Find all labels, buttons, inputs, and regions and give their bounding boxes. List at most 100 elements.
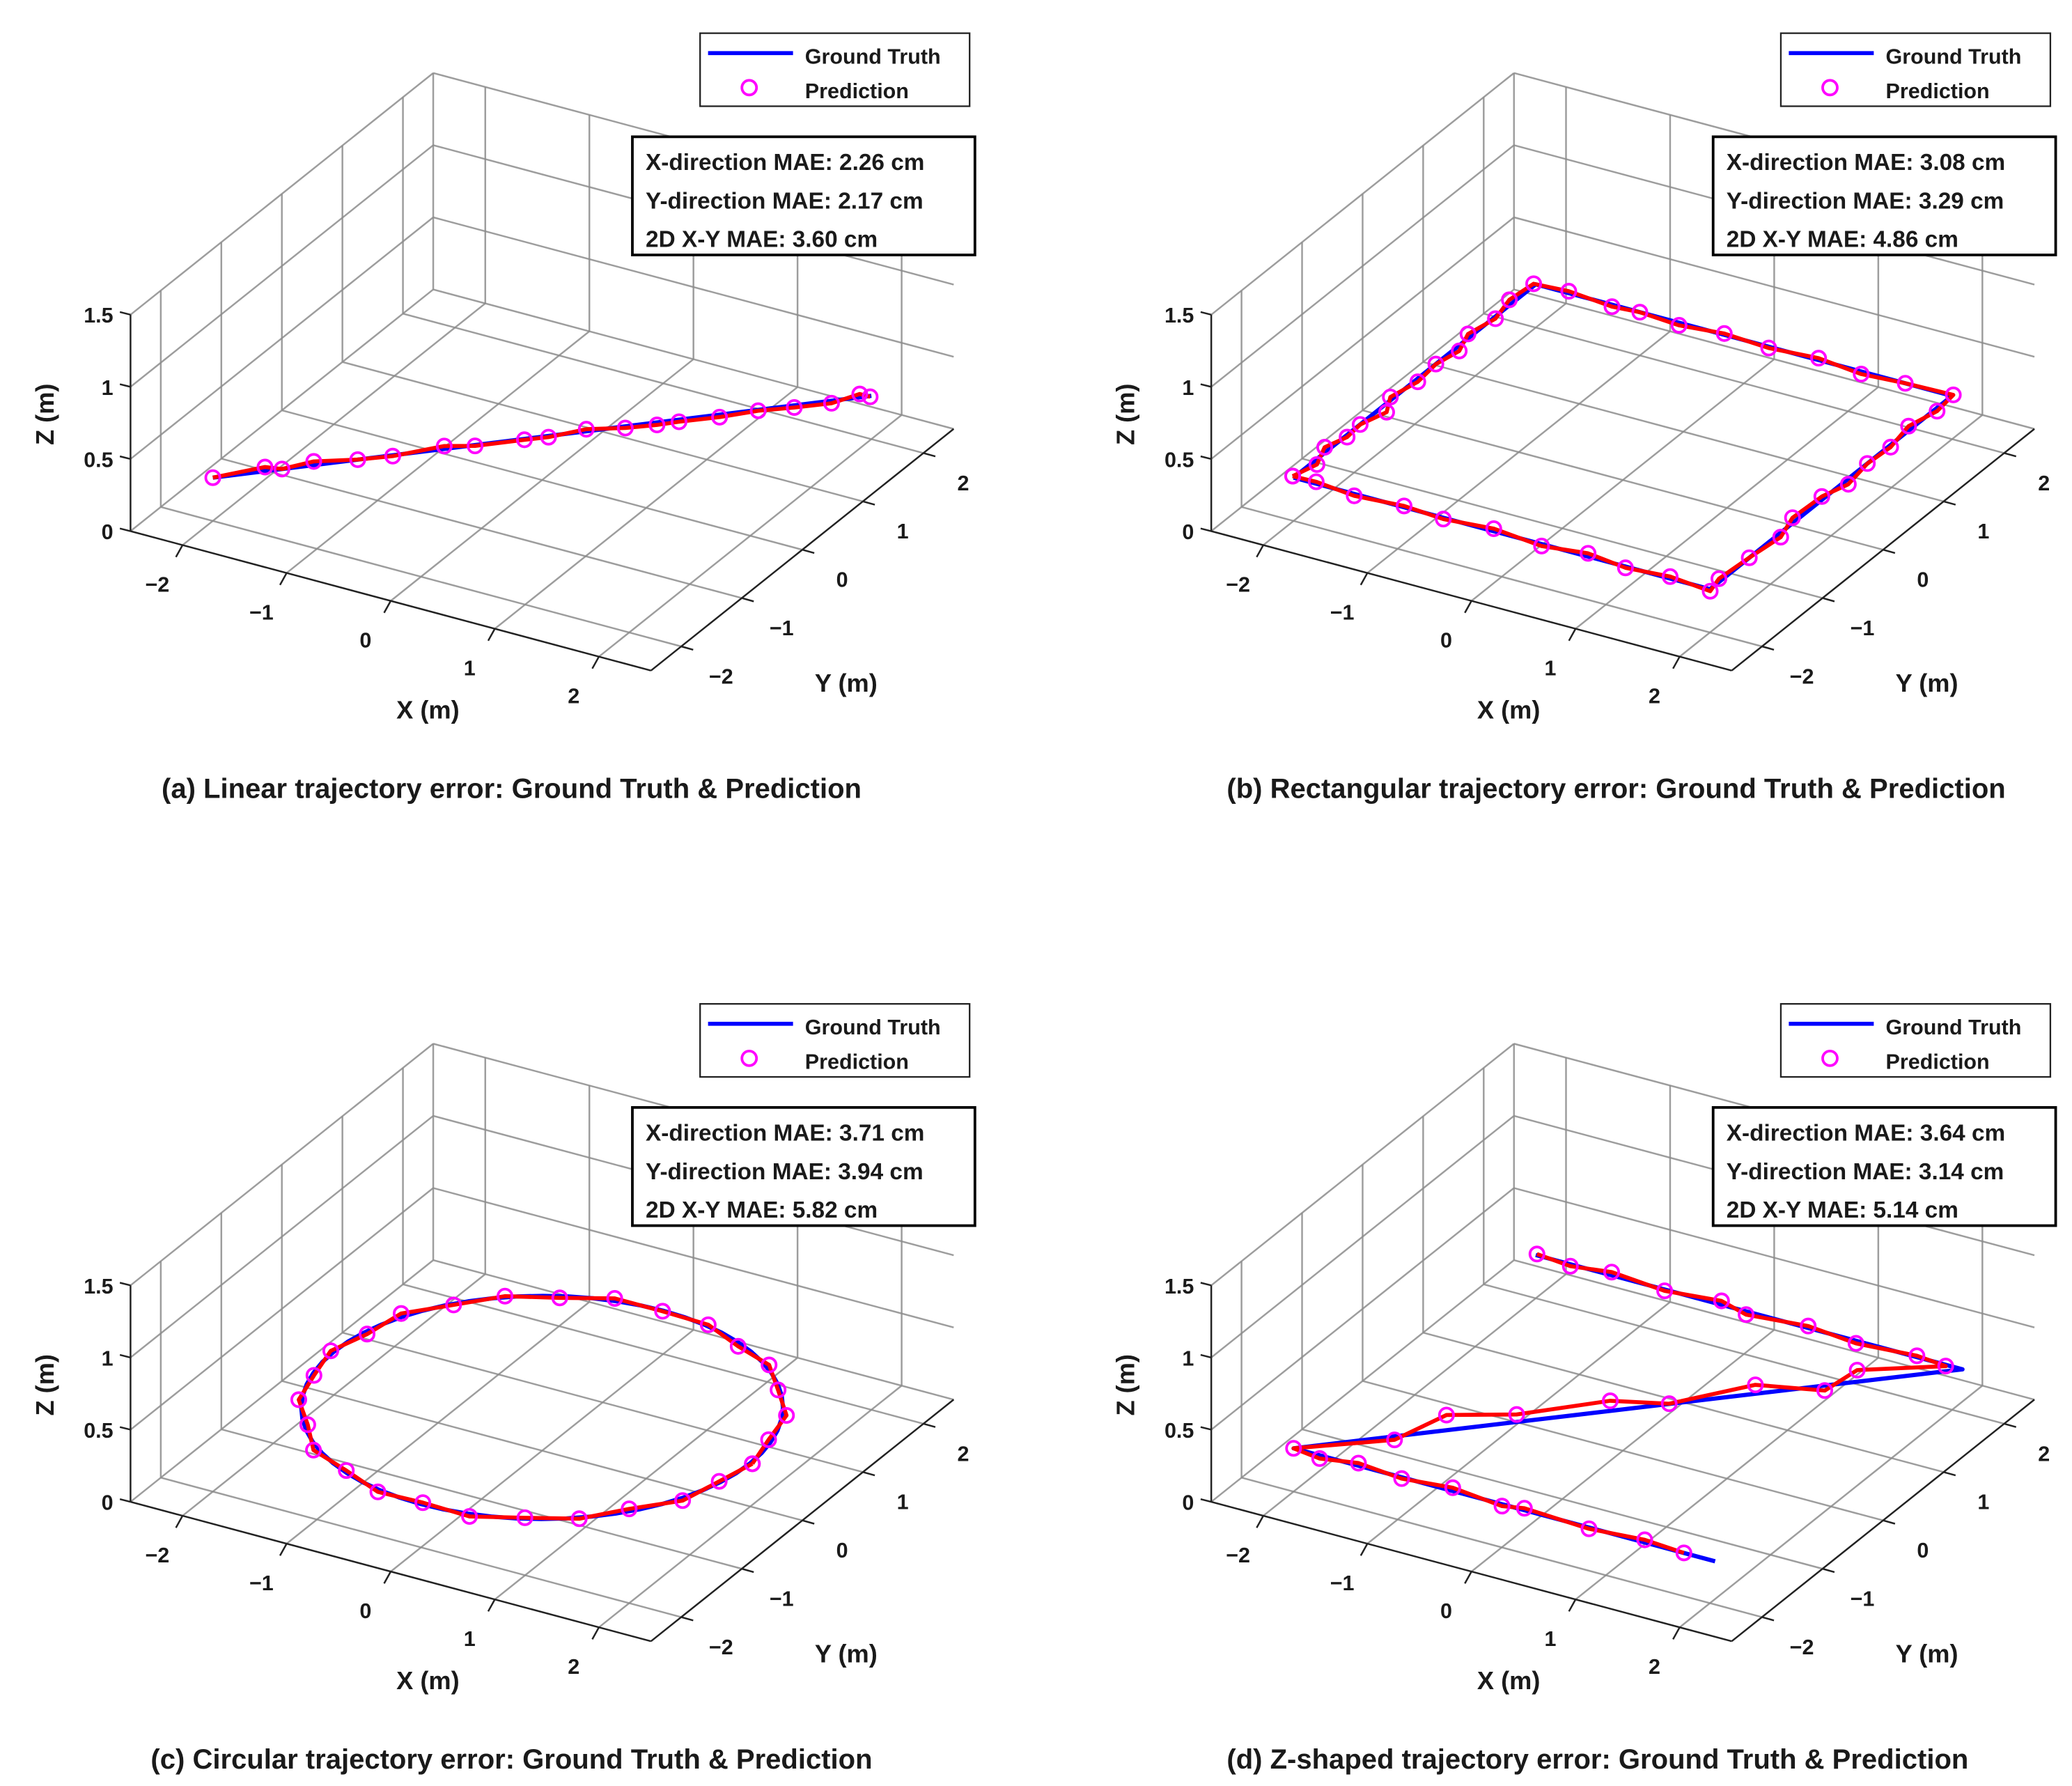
x-tick-label: −2 bbox=[146, 573, 170, 596]
ground-truth-line bbox=[1292, 282, 1954, 591]
z-tick-label: 1.5 bbox=[84, 1275, 113, 1298]
prediction-marker bbox=[778, 1407, 795, 1424]
prediction-marker bbox=[851, 385, 868, 403]
prediction-marker bbox=[1427, 355, 1444, 373]
side-wall-gridline bbox=[1210, 1259, 1515, 1503]
mae-annotation: X-direction MAE: 3.64 cm Y-direction MAE:… bbox=[1711, 1105, 2057, 1227]
prediction-marker bbox=[1670, 316, 1688, 334]
prediction-marker bbox=[1740, 549, 1758, 566]
prediction-marker bbox=[761, 1356, 778, 1374]
prediction-marker bbox=[862, 388, 879, 405]
z-tick-mark bbox=[1200, 455, 1212, 460]
prediction-marker bbox=[384, 447, 401, 465]
floor-gridline bbox=[1362, 1380, 1884, 1521]
y-tick-label: −2 bbox=[1790, 1636, 1814, 1659]
prediction-marker bbox=[1636, 1531, 1653, 1548]
z-tick-mark bbox=[119, 1353, 131, 1359]
prediction-marker bbox=[1661, 568, 1678, 585]
prediction-marker bbox=[1285, 1440, 1302, 1457]
prediction-marker bbox=[1660, 1395, 1678, 1413]
x-tick-label: 1 bbox=[1545, 1627, 1557, 1651]
mae-line: 2D X-Y MAE: 5.14 cm bbox=[1727, 1197, 1958, 1223]
prediction-marker bbox=[1487, 310, 1504, 327]
x-tick-mark bbox=[1464, 1571, 1472, 1584]
floor-gridline bbox=[403, 1283, 924, 1425]
prediction-marker bbox=[1603, 1264, 1621, 1281]
floor-gridline bbox=[1423, 361, 1944, 503]
prediction-marker bbox=[1378, 403, 1395, 421]
prediction-marker bbox=[516, 1509, 533, 1526]
z-tick-mark bbox=[1200, 1353, 1212, 1359]
prediction-marker bbox=[710, 1473, 728, 1490]
prediction-marker bbox=[1284, 467, 1302, 485]
back-wall-gridline bbox=[433, 1187, 954, 1328]
x-axis-label: X (m) bbox=[396, 1666, 460, 1695]
legend-ground-truth-label: Ground Truth bbox=[1886, 45, 2022, 69]
z-axis-label: Z (m) bbox=[31, 384, 59, 446]
floor-gridline bbox=[403, 313, 924, 454]
prediction-marker bbox=[1900, 417, 1917, 435]
x-tick-label: −2 bbox=[1226, 573, 1250, 596]
x-tick-mark bbox=[591, 656, 600, 669]
prediction-marker bbox=[349, 451, 366, 468]
prediction-marker bbox=[1350, 1454, 1367, 1472]
floor-gridline bbox=[1241, 1477, 1763, 1618]
prediction-marker bbox=[1528, 1245, 1545, 1263]
prediction-marker bbox=[616, 419, 634, 437]
prediction-marker bbox=[392, 1305, 410, 1322]
prediction-marker bbox=[1711, 570, 1728, 587]
side-wall-gridline bbox=[130, 1115, 434, 1358]
y-tick-mark bbox=[680, 1616, 694, 1622]
side-wall-gridline bbox=[1210, 217, 1515, 460]
x-tick-mark bbox=[591, 1626, 600, 1640]
prediction-marker bbox=[467, 437, 484, 455]
legend-ground-truth-label: Ground Truth bbox=[1886, 1016, 2022, 1039]
y-tick-mark bbox=[2004, 452, 2017, 458]
legend-prediction-label: Prediction bbox=[1886, 79, 1990, 103]
prediction-marker bbox=[1929, 403, 1946, 420]
y-axis-label: Y (m) bbox=[815, 669, 878, 697]
prediction-marker bbox=[674, 1492, 692, 1509]
z-tick-label: 0.5 bbox=[84, 1419, 113, 1443]
x-tick-label: 1 bbox=[464, 656, 476, 680]
y-tick-label: 0 bbox=[1917, 568, 1929, 592]
prediction-marker bbox=[1847, 1335, 1864, 1352]
x-tick-mark bbox=[1568, 628, 1577, 642]
prediction-marker bbox=[445, 1296, 462, 1314]
prediction-marker bbox=[1308, 456, 1325, 473]
x-tick-mark bbox=[1256, 544, 1264, 558]
prediction-marker bbox=[1409, 373, 1426, 391]
y-tick-label: 0 bbox=[836, 1539, 848, 1562]
x-tick-mark bbox=[175, 544, 184, 558]
prediction-marker bbox=[786, 398, 803, 416]
y-tick-mark bbox=[741, 597, 754, 603]
y-tick-label: 2 bbox=[958, 472, 969, 495]
prediction-marker bbox=[1346, 487, 1363, 504]
prediction-marker bbox=[1351, 416, 1369, 433]
mae-annotation: X-direction MAE: 2.26 cm Y-direction MAE:… bbox=[631, 135, 976, 256]
prediction-marker bbox=[1813, 488, 1830, 505]
prediction-marker bbox=[1560, 283, 1578, 300]
prediction-marker bbox=[414, 1494, 432, 1512]
prediction-marker bbox=[648, 417, 666, 434]
legend-prediction-label: Prediction bbox=[805, 1050, 909, 1074]
y-tick-mark bbox=[923, 452, 936, 458]
mae-box bbox=[1711, 135, 2057, 256]
z-tick-label: 1.5 bbox=[84, 304, 113, 327]
z-tick-label: 0 bbox=[102, 1491, 114, 1514]
prediction-marker bbox=[256, 458, 274, 476]
back-wall-gridline bbox=[433, 216, 954, 358]
prediction-marker bbox=[1701, 582, 1719, 600]
panel-caption: (b) Rectangular trajectory error: Ground… bbox=[1226, 774, 2005, 805]
panel-caption: (c) Circular trajectory error: Ground Tr… bbox=[150, 1744, 872, 1775]
x-tick-label: 1 bbox=[464, 1627, 476, 1651]
back-wall-gridline bbox=[1513, 216, 2035, 358]
floor-gridline bbox=[1302, 1428, 1823, 1570]
mae-box bbox=[631, 1105, 976, 1227]
z-tick-mark bbox=[1200, 383, 1212, 388]
prediction-marker bbox=[577, 421, 595, 438]
y-tick-mark bbox=[1822, 597, 1835, 603]
prediction-marker bbox=[461, 1507, 478, 1525]
x-tick-mark bbox=[487, 628, 496, 642]
